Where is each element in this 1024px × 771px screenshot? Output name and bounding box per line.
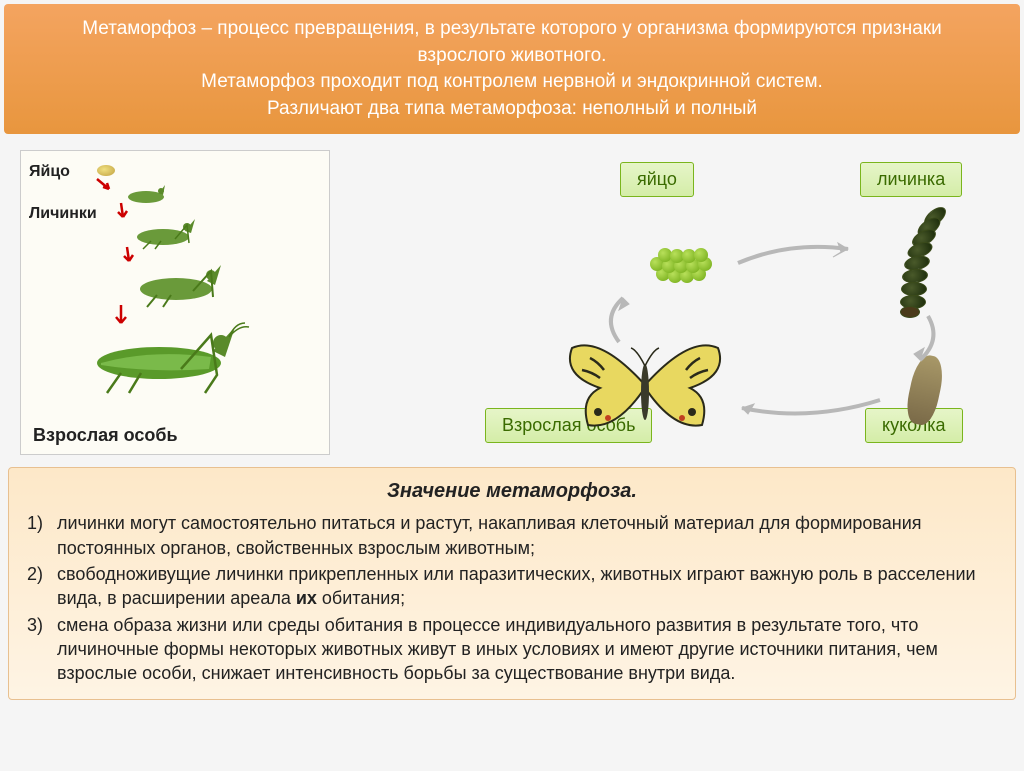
item-text: смена образа жизни или среды обитания в …: [57, 613, 997, 686]
grasshopper-adult-icon: [81, 321, 261, 401]
header-line3: Различают два типа метаморфоза: неполный…: [44, 96, 980, 123]
incomplete-metamorphosis-diagram: Яйцо Личинки Взрослая особь: [20, 150, 330, 455]
arrow-red-2: [113, 201, 131, 223]
tag-larva: личинка: [860, 162, 962, 197]
meaning-title: Значение метаморфоза.: [27, 480, 997, 503]
diagrams-row: Яйцо Личинки Взрослая особь яйцо личинк: [0, 138, 1024, 463]
caterpillar-icon: [900, 210, 950, 320]
list-item: 3) смена образа жизни или среды обитания…: [27, 613, 997, 686]
grasshopper-nymph2-icon: [131, 213, 201, 251]
list-item: 2) свободноживущие личинки прикрепленных…: [27, 562, 997, 611]
grasshopper-egg-icon: [97, 165, 115, 176]
arrow-red-4: [113, 303, 131, 329]
complete-metamorphosis-diagram: яйцо личинка куколка Взрослая особь: [370, 150, 1004, 455]
label-larvae: Личинки: [29, 205, 97, 223]
eggs-cluster-icon: [650, 245, 712, 289]
item-num: 3): [27, 613, 57, 686]
meaning-panel: Значение метаморфоза. 1) личинки могут с…: [8, 467, 1016, 700]
arrow-red-1: [93, 177, 115, 195]
item-num: 1): [27, 511, 57, 560]
arrow-red-3: [119, 245, 137, 267]
list-item: 1) личинки могут самостоятельно питаться…: [27, 511, 997, 560]
cycle-arrow-egg-larva: [730, 235, 860, 275]
tag-egg: яйцо: [620, 162, 694, 197]
label-adult: Взрослая особь: [33, 425, 178, 446]
header-banner: Метаморфоз – процесс превращения, в резу…: [4, 4, 1020, 134]
header-line1: Метаморфоз – процесс превращения, в резу…: [44, 16, 980, 69]
grasshopper-nymph3-icon: [131, 259, 231, 309]
cycle-arrow-pupa-adult: [730, 390, 890, 430]
meaning-list: 1) личинки могут самостоятельно питаться…: [27, 511, 997, 685]
item-num: 2): [27, 562, 57, 611]
label-egg: Яйцо: [29, 163, 70, 181]
cycle-arrow-adult-egg: [595, 290, 655, 350]
item-text: свободноживущие личинки прикрепленных ил…: [57, 562, 997, 611]
item-text: личинки могут самостоятельно питаться и …: [57, 511, 997, 560]
header-line2: Метаморфоз проходит под контролем нервно…: [44, 69, 980, 96]
cycle-arrow-larva-pupa: [890, 310, 950, 370]
